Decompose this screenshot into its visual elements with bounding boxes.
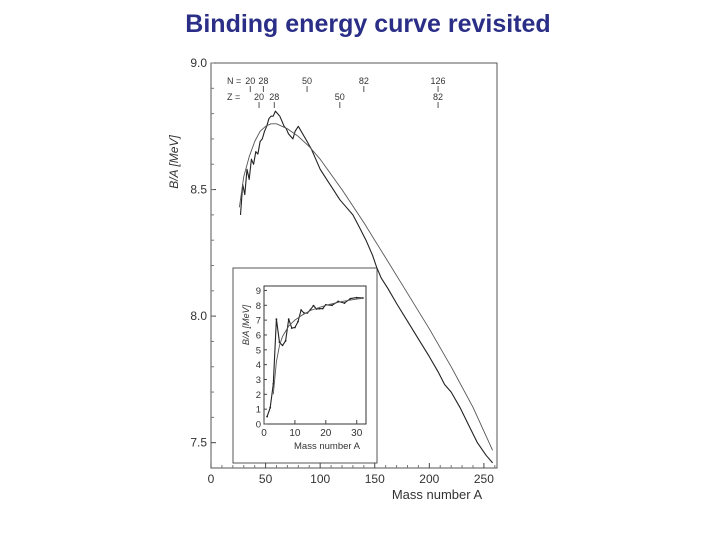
inset-data-point	[349, 297, 352, 300]
main-x-axis-label: Mass number A	[392, 487, 483, 502]
magic-n-label: 82	[359, 76, 369, 86]
main-series-measured	[239, 110, 494, 464]
magic-z-label: 82	[433, 92, 443, 102]
magic-z-label: Z =	[227, 92, 240, 102]
inset-data-point	[272, 383, 275, 385]
main-y-tick-label: 8.5	[190, 183, 207, 197]
inset-data-point	[300, 309, 302, 311]
inset-plot-frame	[263, 285, 367, 425]
main-y-tick-label: 9.0	[190, 56, 207, 70]
inset-data-point	[290, 327, 293, 329]
inset-y-tick-label: 0	[256, 420, 261, 431]
main-y-axis-label: B/A [MeV]	[167, 135, 181, 189]
magic-n-label: 20	[245, 76, 255, 86]
inset-x-tick-label: 0	[261, 428, 267, 439]
magic-n-label: 50	[302, 76, 312, 86]
main-x-tick-label: 250	[474, 472, 494, 486]
magic-n-label: 28	[258, 76, 268, 86]
inset-data-point	[287, 318, 290, 321]
inset-y-axis-label: B/A [MeV]	[241, 304, 251, 345]
main-x-tick-label: 50	[259, 472, 273, 486]
inset-y-tick-label: 2	[256, 390, 261, 401]
inset-y-tick-label: 1	[256, 405, 261, 416]
magic-n-label: N =	[227, 76, 241, 86]
inset-x-tick-label: 10	[289, 428, 301, 439]
inset-data-point	[321, 307, 324, 310]
main-x-tick-label: 100	[310, 472, 330, 486]
inset-data-point	[284, 340, 287, 342]
inset-y-tick-label: 9	[256, 286, 261, 297]
inset-panel	[232, 267, 378, 464]
inset-x-tick-label: 30	[351, 428, 363, 439]
inset-series-fit	[272, 297, 363, 395]
inset-data-point	[318, 307, 321, 310]
inset-y-tick-label: 8	[256, 301, 261, 312]
slide-title: Binding energy curve revisited	[185, 10, 551, 38]
inset-y-tick-label: 5	[256, 345, 261, 356]
inset-data-point	[275, 318, 278, 320]
inset-data-point	[269, 406, 272, 409]
main-x-tick-label: 0	[208, 472, 215, 486]
inset-y-tick-label: 7	[256, 316, 261, 327]
main-y-tick-label: 8.0	[190, 309, 207, 323]
inset-x-tick-label: 20	[320, 428, 332, 439]
inset-x-axis-label: Mass number A	[294, 441, 361, 452]
inset-data-point	[331, 304, 333, 307]
inset-y-tick-label: 4	[256, 360, 261, 371]
main-series-fit	[238, 123, 494, 451]
inset-data-point	[281, 344, 284, 347]
main-x-tick-label: 200	[419, 472, 439, 486]
inset-data-point	[297, 320, 299, 323]
inset-y-tick-label: 3	[256, 375, 261, 386]
inset-data-point	[343, 302, 346, 304]
magic-z-label: 20	[254, 92, 264, 102]
inset-data-point	[312, 304, 315, 307]
inset-y-tick-label: 6	[256, 330, 261, 341]
inset-data-point	[294, 326, 296, 329]
inset-data-point	[266, 415, 268, 418]
main-y-tick-label: 7.5	[190, 436, 207, 450]
inset-data-point	[355, 296, 358, 299]
magic-z-label: 50	[335, 92, 345, 102]
magic-n-label: 126	[431, 76, 446, 86]
magic-z-label: 28	[269, 92, 279, 102]
main-x-tick-label: 150	[365, 472, 385, 486]
